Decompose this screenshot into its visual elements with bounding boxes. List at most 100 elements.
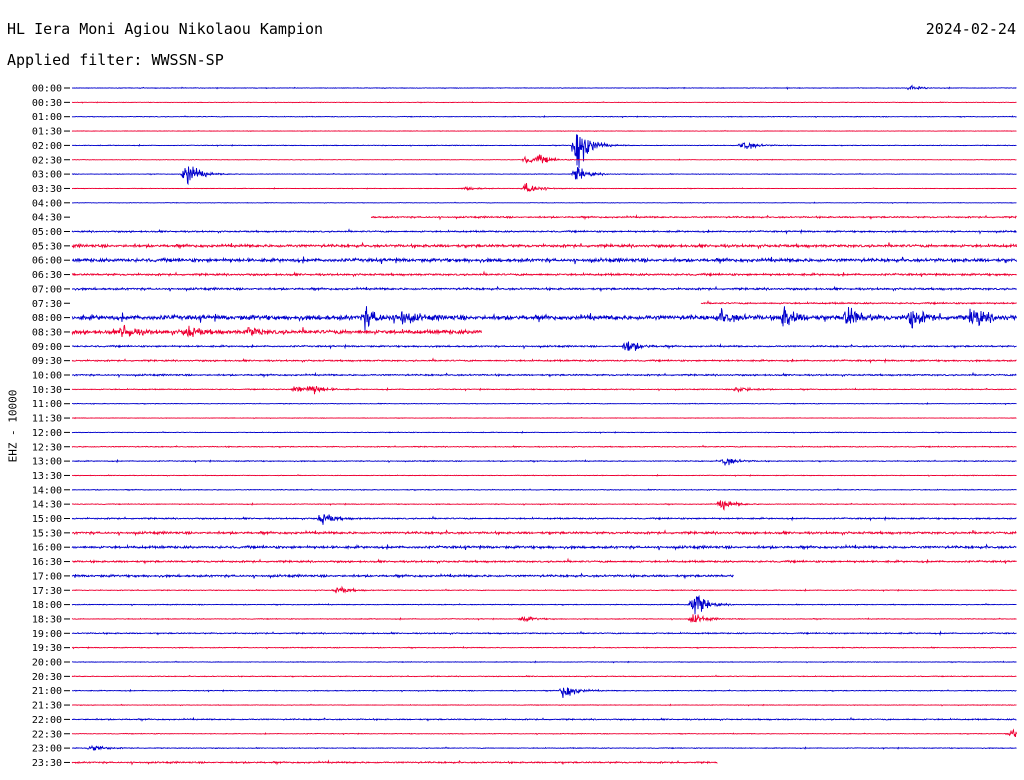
trace-line bbox=[71, 728, 1017, 737]
time-label: 01:00 bbox=[32, 112, 62, 123]
trace-line bbox=[71, 256, 1017, 265]
trace-line bbox=[71, 444, 1017, 449]
trace-line bbox=[71, 134, 1017, 169]
trace-line bbox=[700, 299, 1017, 306]
trace-line bbox=[71, 594, 1017, 615]
time-label: 15:00 bbox=[32, 514, 62, 525]
time-label: 13:30 bbox=[32, 471, 62, 482]
time-label: 12:30 bbox=[32, 442, 62, 453]
time-label: 23:00 bbox=[32, 744, 62, 755]
trace-line bbox=[71, 557, 1017, 565]
time-label: 10:00 bbox=[32, 371, 62, 382]
time-label: 22:00 bbox=[32, 715, 62, 726]
time-label: 18:00 bbox=[32, 600, 62, 611]
time-label: 17:30 bbox=[32, 586, 62, 597]
trace-line bbox=[370, 213, 1017, 221]
trace-line bbox=[72, 687, 1017, 698]
trace-line bbox=[71, 84, 1017, 91]
time-label: 00:30 bbox=[32, 98, 62, 109]
time-label: 03:30 bbox=[32, 184, 62, 195]
time-label: 20:30 bbox=[32, 672, 62, 683]
trace-line bbox=[71, 660, 1017, 664]
time-label: 11:30 bbox=[32, 414, 62, 425]
time-label: 21:00 bbox=[32, 686, 62, 697]
time-label: 20:00 bbox=[32, 658, 62, 669]
trace-line bbox=[72, 458, 1017, 466]
trace-line bbox=[71, 416, 1017, 420]
trace-line bbox=[71, 759, 718, 766]
trace-line bbox=[71, 473, 1017, 477]
trace-line bbox=[71, 630, 1017, 637]
trace-line bbox=[71, 115, 1017, 119]
time-label: 07:00 bbox=[32, 284, 62, 295]
time-label: 14:00 bbox=[32, 485, 62, 496]
record-date: 2024-02-24 bbox=[925, 20, 1016, 38]
trace-line bbox=[71, 341, 1017, 351]
time-label: 07:30 bbox=[32, 299, 62, 310]
trace-line bbox=[72, 201, 1017, 204]
time-label: 03:00 bbox=[32, 170, 62, 181]
trace-line bbox=[71, 716, 1017, 722]
time-label: 02:00 bbox=[32, 141, 62, 152]
time-label: 08:30 bbox=[32, 327, 62, 338]
time-label: 00:00 bbox=[32, 84, 62, 95]
time-label: 13:00 bbox=[32, 457, 62, 468]
trace-line bbox=[71, 182, 1017, 193]
trace-line bbox=[71, 154, 1017, 164]
time-label: 15:30 bbox=[32, 528, 62, 539]
time-label: 09:30 bbox=[32, 356, 62, 367]
trace-line bbox=[71, 674, 1017, 678]
trace-line bbox=[71, 430, 1017, 434]
trace-line bbox=[71, 241, 1017, 250]
trace-line bbox=[71, 543, 1017, 551]
time-label: 06:00 bbox=[32, 256, 62, 267]
filter-subtitle: Applied filter: WWSSN-SP bbox=[7, 51, 224, 69]
time-label: 08:00 bbox=[32, 313, 62, 324]
time-label: 21:30 bbox=[32, 701, 62, 712]
station-title: HL Iera Moni Agiou Nikolaou Kampion bbox=[7, 20, 324, 38]
time-label: 18:30 bbox=[32, 614, 62, 625]
time-label: 04:00 bbox=[32, 198, 62, 209]
trace-line bbox=[71, 270, 1017, 278]
time-label: 01:30 bbox=[32, 127, 62, 138]
trace-line bbox=[71, 585, 1017, 594]
trace-line bbox=[71, 500, 1017, 511]
time-label: 19:30 bbox=[32, 643, 62, 654]
trace-line bbox=[71, 703, 1017, 707]
trace-line bbox=[71, 101, 1017, 104]
time-label: 06:30 bbox=[32, 270, 62, 281]
trace-line bbox=[71, 166, 1017, 186]
trace-line bbox=[71, 306, 1017, 331]
time-label: 22:30 bbox=[32, 729, 62, 740]
time-label: 11:00 bbox=[32, 399, 62, 410]
trace-line bbox=[71, 129, 1017, 132]
trace-line bbox=[71, 228, 1017, 235]
trace-line bbox=[71, 357, 1017, 364]
trace-line bbox=[71, 514, 1017, 525]
trace-line bbox=[71, 371, 1017, 379]
time-label: 05:00 bbox=[32, 227, 62, 238]
time-label: 10:30 bbox=[32, 385, 62, 396]
time-label: 09:00 bbox=[32, 342, 62, 353]
trace-line bbox=[71, 488, 1017, 492]
trace-line bbox=[71, 572, 734, 580]
trace-line bbox=[71, 529, 1017, 537]
time-label: 23:30 bbox=[32, 758, 62, 769]
time-label: 16:00 bbox=[32, 543, 62, 554]
trace-line bbox=[71, 614, 1017, 623]
time-label: 14:30 bbox=[32, 500, 62, 511]
time-label: 12:00 bbox=[32, 428, 62, 439]
trace-line bbox=[71, 324, 482, 338]
time-label: 16:30 bbox=[32, 557, 62, 568]
time-label: 05:30 bbox=[32, 241, 62, 252]
trace-line bbox=[71, 645, 1017, 650]
time-label: 02:30 bbox=[32, 155, 62, 166]
time-label: 17:00 bbox=[32, 571, 62, 582]
time-label: 19:00 bbox=[32, 629, 62, 640]
trace-line bbox=[71, 385, 1017, 395]
time-label: 04:30 bbox=[32, 213, 62, 224]
trace-line bbox=[71, 744, 1017, 752]
trace-line bbox=[72, 285, 1017, 293]
trace-line bbox=[72, 402, 1017, 406]
